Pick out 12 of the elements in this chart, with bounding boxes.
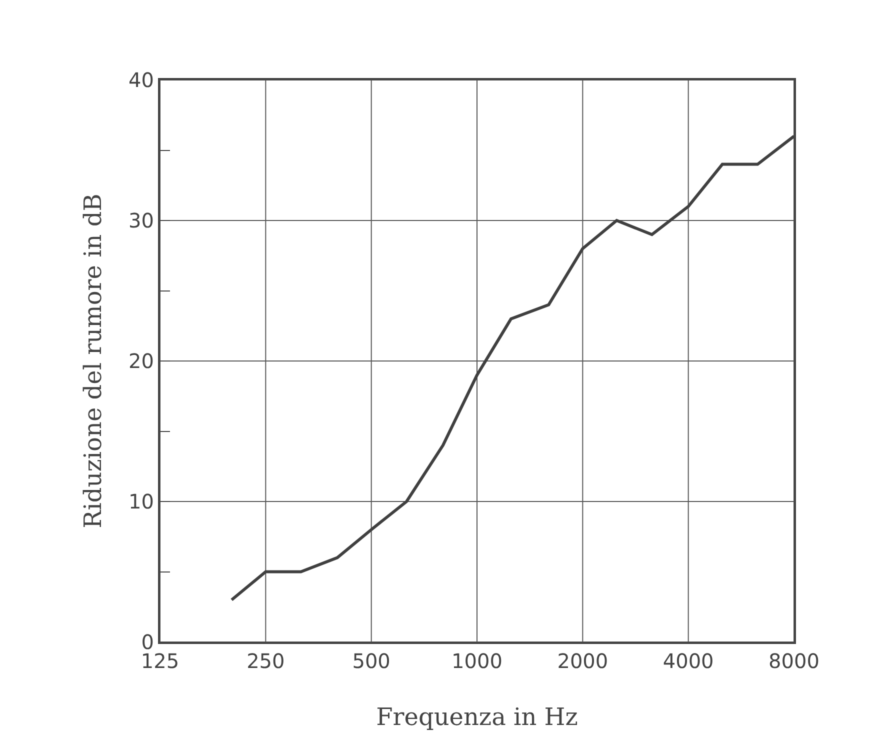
x-tick-label: 2000 xyxy=(557,649,608,673)
x-tick-label: 1000 xyxy=(452,649,502,673)
x-axis-title: Frequenza in Hz xyxy=(376,703,578,731)
y-tick-label: 10 xyxy=(128,490,154,514)
y-tick-label: 30 xyxy=(128,208,154,232)
x-tick-label: 250 xyxy=(246,649,285,673)
x-tick-label: 4000 xyxy=(662,649,714,673)
y-tick-label: 20 xyxy=(128,349,154,373)
y-axis-title: Riduzione del rumore in dB xyxy=(79,194,107,528)
x-tick-label: 500 xyxy=(352,649,390,673)
y-tick-label: 40 xyxy=(128,68,154,92)
x-tick-label: 8000 xyxy=(768,649,820,673)
